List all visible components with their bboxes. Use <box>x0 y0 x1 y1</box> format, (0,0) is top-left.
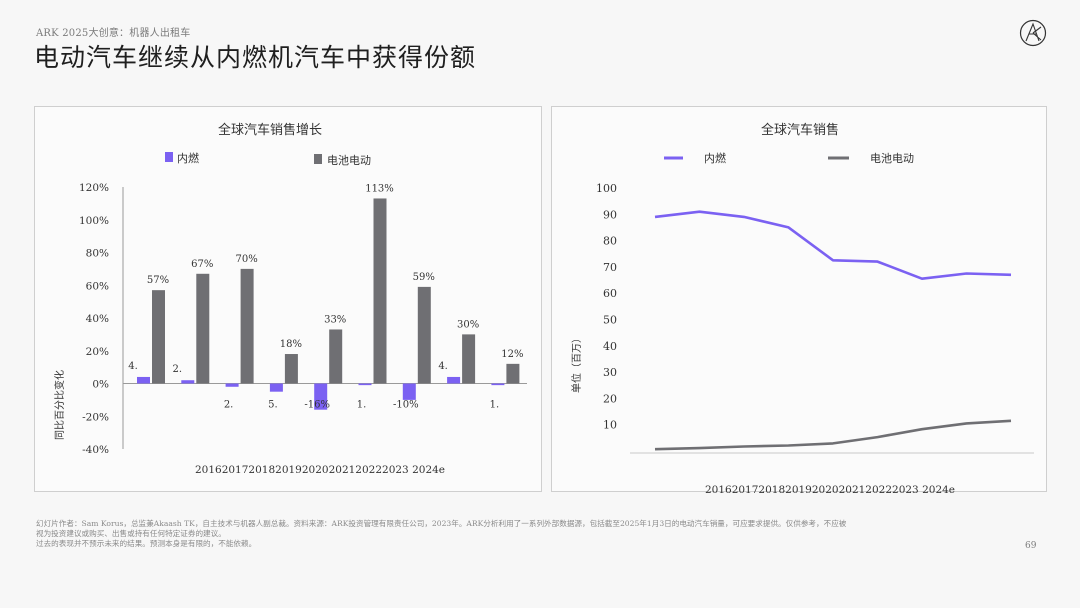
bar-ice <box>225 383 239 387</box>
line-chart-title: 全球汽车销售 <box>761 122 839 138</box>
bar-y-tick-label: 20% <box>86 346 109 358</box>
bar-x-axis-categories: 20162017201820192020202120222023 2024e <box>195 464 445 476</box>
line-y-axis-label: 单位（百万） <box>570 333 583 393</box>
bar-ice <box>181 380 195 384</box>
bar-ev <box>152 290 165 384</box>
line-y-tick-label: 30 <box>603 366 617 379</box>
bar-ev-data-label: 30% <box>457 319 479 330</box>
page-number: 69 <box>1025 541 1037 551</box>
bar-ice <box>137 376 150 384</box>
footnote-line-2: 视为投资建议或购买、出售或持有任何特定证券的建议。 <box>36 529 226 538</box>
bar-ice <box>402 383 416 400</box>
growth-bar-chart: 全球汽车销售增长 内燃 电池电动 同比百分比变化 201620172018201… <box>53 122 527 476</box>
bar-ev <box>284 354 298 384</box>
bar-ice <box>358 383 372 386</box>
page-title: 电动汽车继续从内燃机汽车中获得份额 <box>34 43 477 72</box>
bar-ev-data-label: 67% <box>191 259 213 270</box>
sales-chart-panel: 全球汽车销售 内燃 电池电动 单位（百万） 201620172018201920… <box>551 106 1047 493</box>
line-series-ev <box>654 419 1012 451</box>
bar-y-tick-label: 120% <box>79 182 109 194</box>
line-y-tick-label: 100 <box>596 182 617 195</box>
line-x-axis-categories: 20162017201820192020202120222023 2024e <box>705 484 955 493</box>
bar-y-tick-label: 100% <box>79 215 109 227</box>
bar-ev-data-label: 59% <box>413 272 435 283</box>
bar-ice <box>314 383 328 410</box>
bar-ev-data-label: 18% <box>280 339 302 350</box>
bar-ice-data-label: 4. <box>128 361 138 372</box>
bar-ice <box>269 383 283 392</box>
bar-ice <box>447 376 461 384</box>
bar-y-tick-label: -40% <box>82 444 109 456</box>
bar-ice-data-label: 2. <box>224 400 234 411</box>
bar-ev <box>417 286 431 384</box>
footnote-line-3: 过去的表现并不预示未来的结果。预测本身是有限的，不能依赖。 <box>36 539 257 548</box>
bar-ev <box>373 198 387 384</box>
bar-ice <box>491 383 505 386</box>
line-legend-label-ice: 内燃 <box>704 151 726 165</box>
bar-ice-data-label: -10% <box>393 400 419 411</box>
bar-y-tick-label: -20% <box>82 411 109 423</box>
bar-ev-data-label: 113% <box>365 183 394 194</box>
bar-y-tick-label: 80% <box>86 248 109 260</box>
bar-ice-data-label: -16% <box>304 400 330 411</box>
line-y-tick-label: 50 <box>603 314 617 327</box>
deck-subtitle: ARK 2025大创意：机器人出租车 <box>36 28 191 39</box>
sales-line-chart: 全球汽车销售 内燃 电池电动 单位（百万） 201620172018201920… <box>570 122 1034 493</box>
bar-chart-title: 全球汽车销售增长 <box>218 122 322 138</box>
line-y-tick-label: 70 <box>603 261 617 274</box>
bar-y-tick-label: 60% <box>86 280 109 292</box>
bar-ev <box>506 363 520 384</box>
footnote: 幻灯片作者：Sam Korus，总监兼Akaash TK，自主技术与机器人副总裁… <box>36 519 976 549</box>
legend-label-ev: 电池电动 <box>327 154 371 167</box>
line-y-tick-label: 90 <box>603 208 617 221</box>
bar-ev-data-label: 12% <box>501 349 523 360</box>
growth-chart-panel: 全球汽车销售增长 内燃 电池电动 同比百分比变化 201620172018201… <box>34 106 542 492</box>
bar-ev-data-label: 33% <box>324 314 346 325</box>
bar-ev <box>329 329 343 384</box>
legend-swatch-ev <box>314 154 322 164</box>
line-y-tick-label: 60 <box>603 287 617 300</box>
legend-swatch-ice <box>165 152 173 162</box>
bar-ev-data-label: 70% <box>235 254 257 265</box>
bar-ev <box>240 268 254 384</box>
ark-logo-icon <box>1019 19 1047 47</box>
bar-ice-data-label: 1. <box>357 400 367 411</box>
line-legend-label-ev: 电池电动 <box>870 152 914 165</box>
bar-ev <box>196 273 210 384</box>
footnote-line-1: 幻灯片作者：Sam Korus，总监兼Akaash TK，自主技术与机器人副总裁… <box>36 519 847 528</box>
bar-y-tick-label: 0% <box>92 379 109 391</box>
line-series-ice <box>654 210 1012 280</box>
bar-y-axis-label: 同比百分比变化 <box>53 370 66 440</box>
bar-ice-data-label: 1. <box>490 400 500 411</box>
bar-ice-data-label: 2. <box>173 364 183 375</box>
line-y-tick-label: 80 <box>603 235 617 248</box>
bar-ev-data-label: 57% <box>147 275 169 286</box>
bar-y-tick-label: 40% <box>86 313 109 325</box>
bar-ice-data-label: 4. <box>438 361 448 372</box>
line-y-tick-label: 20 <box>603 392 617 405</box>
bar-ev <box>462 334 476 384</box>
bar-ice-data-label: 5. <box>268 400 278 411</box>
legend-label-ice: 内燃 <box>177 151 199 165</box>
line-y-tick-label: 40 <box>603 340 617 353</box>
line-y-tick-label: 10 <box>603 419 617 432</box>
